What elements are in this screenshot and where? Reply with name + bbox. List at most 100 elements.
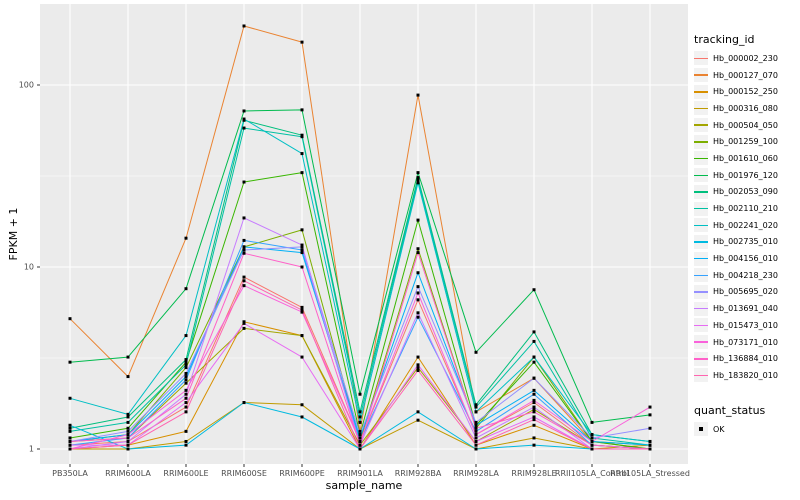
legend-item-label: Hb_183820_010 (713, 370, 778, 380)
legend-line-icon (694, 91, 708, 93)
legend-line-icon (694, 341, 708, 343)
legend-item: Hb_013691_040 (694, 300, 800, 317)
data-point (184, 429, 188, 433)
data-point (532, 436, 536, 440)
legend-line-icon (694, 374, 708, 377)
x-axis-title: sample_name (325, 479, 403, 492)
data-point (300, 40, 304, 44)
data-point (300, 305, 304, 309)
y-tick-label: 1 (29, 445, 34, 454)
data-point (68, 443, 72, 447)
legend-line-icon (694, 241, 708, 243)
y-axis-title: FPKM + 1 (7, 207, 20, 261)
data-point (474, 423, 478, 427)
legend: tracking_id Hb_000002_230 Hb_000127_070 Hb… (694, 33, 800, 437)
legend-item-label: Hb_000504_050 (713, 120, 778, 130)
data-point (300, 355, 304, 359)
data-point (532, 415, 536, 419)
data-point (532, 423, 536, 427)
x-tick-label: RRIM928LA (453, 469, 499, 478)
data-point (126, 426, 130, 430)
legend-line-icon (694, 274, 708, 277)
data-point (184, 401, 188, 405)
data-point (474, 426, 478, 430)
legend-key-swatch (694, 234, 708, 249)
data-point (648, 447, 652, 451)
data-point (300, 135, 304, 139)
data-point (416, 178, 420, 182)
data-point (68, 429, 72, 433)
data-point (474, 403, 478, 407)
data-point (416, 176, 420, 180)
data-point (184, 388, 188, 392)
data-point (184, 381, 188, 385)
legend-line-icon (694, 224, 708, 226)
data-point (242, 126, 246, 130)
data-point (532, 410, 536, 414)
data-point (532, 288, 536, 292)
data-point (126, 355, 130, 359)
legend-item-label: Hb_015473_010 (713, 320, 778, 330)
data-point (474, 436, 478, 440)
legend-item: Hb_001976_120 (694, 167, 800, 184)
data-point (532, 398, 536, 402)
legend-item-label: Hb_002241_020 (713, 220, 778, 230)
legend-line-icon (694, 191, 708, 193)
data-point (184, 396, 188, 400)
data-point (242, 109, 246, 113)
data-point (300, 310, 304, 314)
data-point (590, 420, 594, 424)
x-tick-label: RRII105LA_Control (555, 469, 629, 478)
legend-item-label: Hb_002053_090 (713, 187, 778, 197)
legend-key-swatch (694, 301, 708, 316)
legend-line-icon (694, 324, 708, 327)
data-point (300, 415, 304, 419)
legend-title-quant-status: quant_status (694, 403, 766, 417)
data-point (532, 376, 536, 380)
legend-line-icon (694, 257, 708, 260)
data-point (300, 308, 304, 312)
data-point (648, 405, 652, 409)
data-point (416, 410, 420, 414)
data-point (532, 339, 536, 343)
legend-item-label: Hb_002110_210 (713, 204, 778, 214)
legend-item: Hb_000127_070 (694, 67, 800, 84)
data-point (474, 405, 478, 409)
data-point (648, 413, 652, 417)
legend-line-icon (694, 207, 708, 210)
x-tick-label: PB350LA (52, 469, 88, 478)
data-point (184, 363, 188, 367)
data-point (532, 407, 536, 411)
data-point (474, 447, 478, 451)
data-point (242, 24, 246, 28)
legend-item-label: Hb_000002_230 (713, 53, 778, 63)
data-point (300, 403, 304, 407)
data-point (358, 443, 362, 447)
legend-item-label: Hb_001976_120 (713, 170, 778, 180)
legend-line-icon (694, 291, 708, 293)
legend-item: Hb_002110_210 (694, 200, 800, 217)
data-point (126, 415, 130, 419)
x-tick-label: RRIM600PE (279, 469, 325, 478)
data-point (416, 93, 420, 97)
data-point (532, 355, 536, 359)
legend-item-label: Hb_013691_040 (713, 304, 778, 314)
legend-key-swatch (694, 201, 708, 216)
data-point (184, 236, 188, 240)
data-point (358, 392, 362, 396)
legend-line-icon (694, 308, 708, 310)
x-tick-label: RRIM600SE (221, 469, 267, 478)
data-point (416, 218, 420, 222)
data-point (242, 180, 246, 184)
legend-key-swatch (694, 68, 708, 83)
data-point (68, 426, 72, 430)
data-point (68, 360, 72, 364)
data-point (358, 429, 362, 433)
legend-key-swatch (694, 84, 708, 99)
data-point (416, 171, 420, 175)
data-point (242, 117, 246, 121)
data-point (300, 334, 304, 338)
data-point (416, 271, 420, 275)
legend-item-label: Hb_001259_100 (713, 137, 778, 147)
legend-key-swatch (694, 168, 708, 183)
